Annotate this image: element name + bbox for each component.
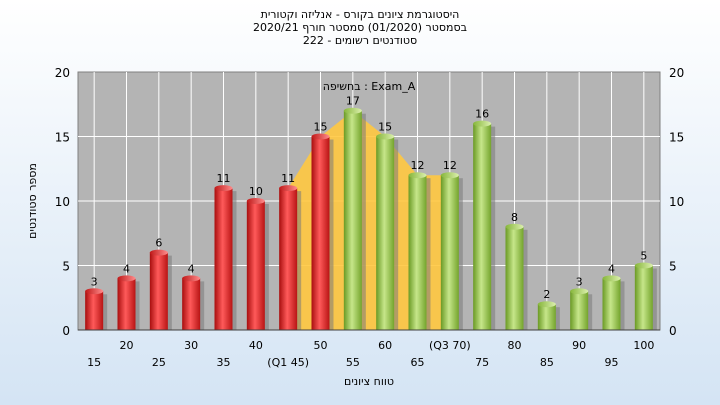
bar-cap: [440, 172, 459, 179]
y-tick-label-left: 15: [55, 131, 70, 145]
bar-cap: [214, 185, 233, 192]
bar-cap: [376, 133, 395, 140]
bar-value-label: 17: [346, 95, 360, 108]
chart-annotation: בחשיפה : Exam_A: [323, 80, 416, 93]
bar-value-label: 4: [188, 262, 195, 275]
bar: [473, 123, 492, 330]
x-tick-label: 100: [633, 339, 654, 352]
x-tick-label: 40: [249, 339, 263, 352]
bar-value-label: 11: [217, 172, 231, 185]
x-tick-label: 35: [217, 356, 231, 369]
bar-value-label: 4: [123, 262, 130, 275]
bar: [279, 188, 298, 330]
bar-cap: [473, 120, 492, 127]
bar-value-label: 12: [411, 159, 425, 172]
bar-cap: [537, 301, 556, 308]
y-tick-label-left: 10: [55, 195, 70, 209]
bar: [505, 226, 524, 330]
bar: [343, 110, 362, 330]
bar-value-label: 10: [249, 185, 263, 198]
x-tick-label: 90: [572, 339, 586, 352]
bar: [570, 291, 589, 330]
x-tick-label: 50: [314, 339, 328, 352]
bar-value-label: 5: [640, 250, 647, 263]
bar-value-label: 3: [576, 275, 583, 288]
data-labels: 3 4 6 4 11 10 11 15 17 15 12 12 16 8 2 3 4 5: [91, 95, 648, 302]
y-tick-label-right: 20: [669, 66, 684, 80]
title-line-1: היסטוגרמת ציונים בקורס - אנליזה וקטורית: [260, 8, 460, 21]
x-tick-label: 25: [152, 356, 166, 369]
x-tick-label: 60: [378, 339, 392, 352]
bar-cap: [505, 223, 524, 230]
x-tick-label: 65: [411, 356, 425, 369]
chart-title: היסטוגרמת ציונים בקורס - אנליזה וקטורית …: [0, 8, 720, 47]
bar-cap: [602, 275, 621, 282]
bar: [602, 278, 621, 330]
y-tick-label-right: 0: [669, 324, 677, 338]
bar-value-label: 2: [543, 288, 550, 301]
bar-value-label: 12: [443, 159, 457, 172]
x-axis-title: טווח ציונים: [344, 375, 394, 388]
bar: [376, 136, 395, 330]
bar-cap: [85, 288, 104, 295]
x-tick-label: 30: [184, 339, 198, 352]
bar-value-label: 6: [155, 237, 162, 250]
bar: [214, 188, 233, 330]
x-tick-label: 55: [346, 356, 360, 369]
bar-value-label: 16: [475, 108, 489, 121]
y-tick-label-right: 10: [669, 195, 684, 209]
bar-cap: [570, 288, 589, 295]
bar-cap: [343, 107, 362, 114]
y-axis-title: מספר סטודנטים: [26, 163, 39, 239]
bar: [634, 265, 653, 330]
bar-cap: [279, 185, 298, 192]
bar-cap: [117, 275, 136, 282]
y-tick-label-left: 0: [62, 324, 70, 338]
bar: [117, 278, 136, 330]
bar-cap: [634, 262, 653, 269]
title-line-3: סטודנטים רשומים - 222: [302, 34, 418, 47]
bar-cap: [149, 249, 168, 256]
bar-value-label: 3: [91, 275, 98, 288]
bar: [408, 175, 427, 330]
bar: [182, 278, 201, 330]
y-tick-label-right: 5: [669, 260, 677, 274]
bar-value-label: 4: [608, 262, 615, 275]
bar-value-label: 15: [378, 121, 392, 134]
x-tick-label: 80: [508, 339, 522, 352]
bar: [85, 291, 104, 330]
x-tick-label: 95: [605, 356, 619, 369]
bar: [537, 304, 556, 330]
x-tick-label: (Q3 70): [429, 339, 471, 352]
title-line-2: בסמסטר (01/2020) סמסטר חורף 2020/21: [253, 21, 467, 34]
y-tick-label-right: 15: [669, 131, 684, 145]
y-tick-label-left: 20: [55, 66, 70, 80]
bar-value-label: 15: [314, 121, 328, 134]
bar-value-label: 11: [281, 172, 295, 185]
x-tick-label: 85: [540, 356, 554, 369]
bar: [149, 252, 168, 330]
bar: [311, 136, 330, 330]
bar-cap: [408, 172, 427, 179]
x-tick-label: 15: [87, 356, 101, 369]
y-tick-label-left: 5: [62, 260, 70, 274]
bars: [85, 107, 657, 330]
bar-cap: [182, 275, 201, 282]
x-tick-label: (Q1 45): [267, 356, 309, 369]
bar: [440, 175, 459, 330]
bar-value-label: 8: [511, 211, 518, 224]
bar-cap: [246, 198, 265, 204]
x-tick-label: 75: [475, 356, 489, 369]
bar: [246, 201, 265, 330]
bar-cap: [311, 133, 330, 140]
x-tick-label: 20: [120, 339, 134, 352]
